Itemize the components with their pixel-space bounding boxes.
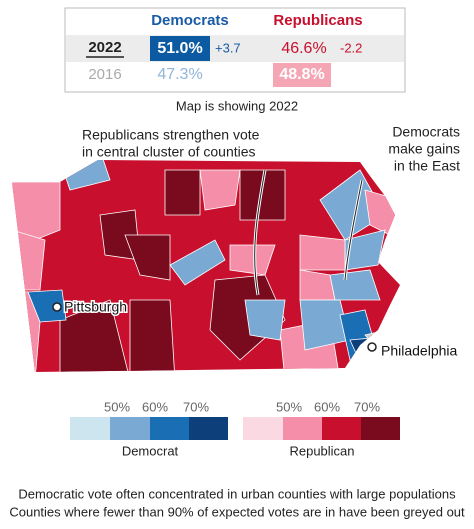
map xyxy=(12,160,400,372)
rep-change: -2.2 xyxy=(340,40,362,55)
note: Counties where fewer than 90% of expecte… xyxy=(9,504,465,519)
note: Democratic vote often concentrated in ur… xyxy=(18,486,456,501)
rep-share: 48.8% xyxy=(279,66,324,83)
dem-share: 47.3% xyxy=(157,66,202,83)
city-marker xyxy=(367,342,377,352)
legend-tick: 60% xyxy=(142,399,168,414)
annotation: in the East xyxy=(394,158,460,174)
legend-tick: 50% xyxy=(276,399,302,414)
legend-title: Republican xyxy=(289,443,354,458)
legend: 50% 60% 70% 50% 60% 70% Democrat Republi… xyxy=(70,399,400,458)
annotation: in central cluster of counties xyxy=(82,144,256,160)
annotation: Republicans strengthen vote xyxy=(82,127,260,143)
annotation: make gains xyxy=(388,141,460,157)
legend-tick: 50% xyxy=(104,399,130,414)
annotation: Democrats xyxy=(392,124,460,140)
header-rep: Republicans xyxy=(273,12,362,29)
city-marker xyxy=(52,302,62,312)
annotation-line xyxy=(254,169,266,296)
legend-tick: 70% xyxy=(183,399,209,414)
winner-box xyxy=(150,36,210,61)
rep-share: 46.6% xyxy=(281,40,326,57)
subtitle: Map is showing 2022 xyxy=(176,98,298,113)
dem-change: +3.7 xyxy=(215,40,241,55)
dem-share: 51.0% xyxy=(157,40,202,57)
header-dem: Democrats xyxy=(151,12,229,29)
annotation-line xyxy=(344,179,363,281)
year: 2016 xyxy=(88,66,121,83)
city-label: Pittsburgh xyxy=(64,299,127,315)
legend-tick: 60% xyxy=(314,399,340,414)
legend-tick: 70% xyxy=(354,399,380,414)
winner-box xyxy=(273,63,331,87)
city-label: Philadelphia xyxy=(381,343,457,359)
legend-title: Democrat xyxy=(122,443,179,458)
year: 2022 xyxy=(88,39,121,56)
